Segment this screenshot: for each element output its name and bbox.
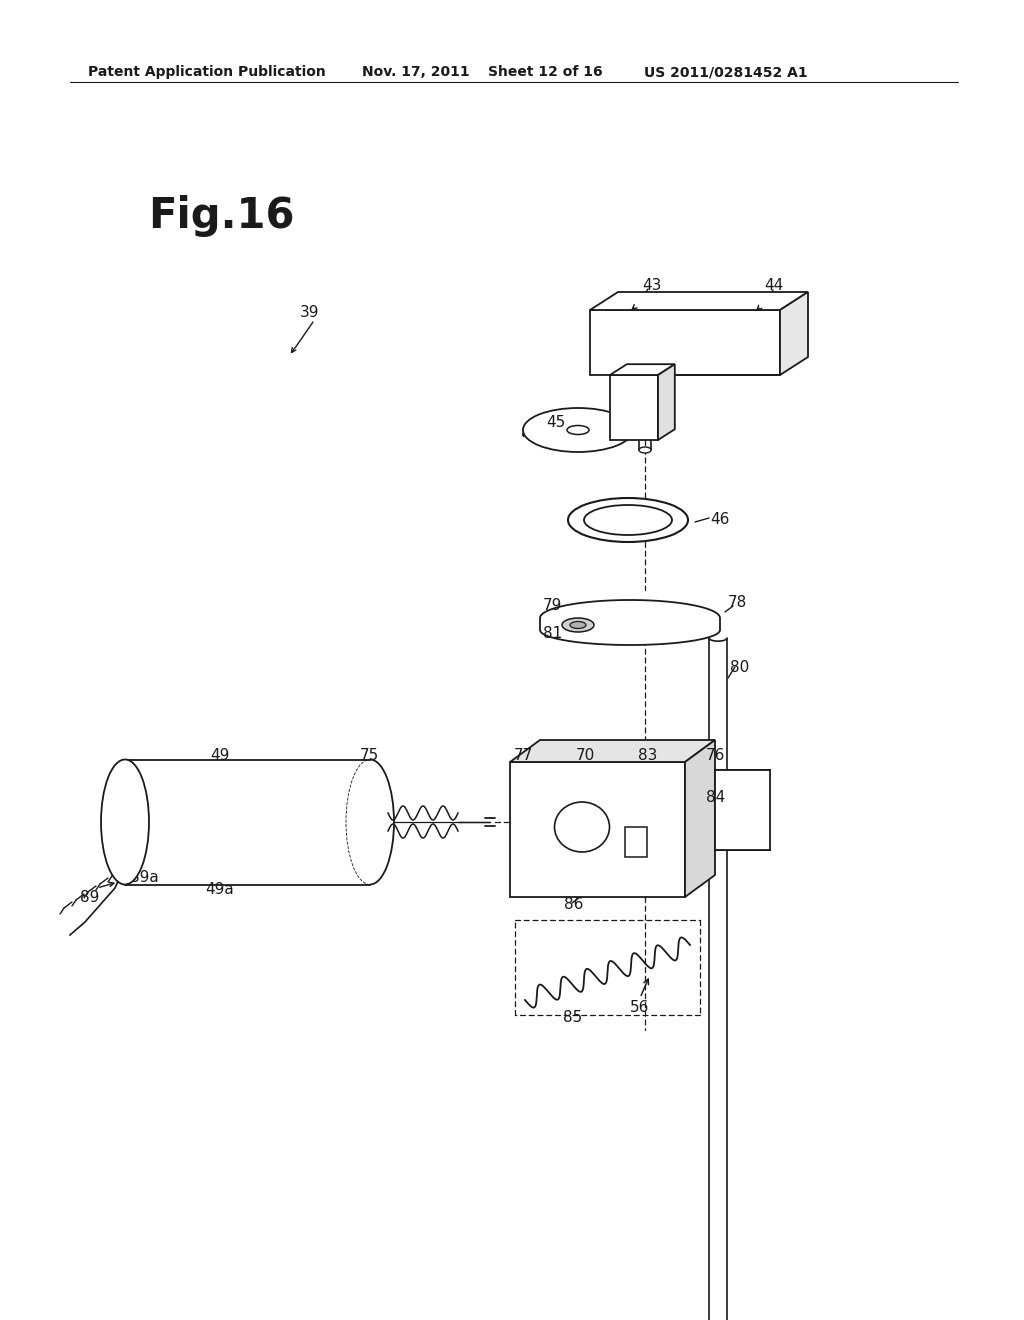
Text: 44: 44 <box>764 279 783 293</box>
Polygon shape <box>715 770 770 850</box>
Ellipse shape <box>562 618 594 632</box>
Text: 79: 79 <box>543 598 562 612</box>
Text: 56: 56 <box>630 1001 649 1015</box>
Text: 76: 76 <box>706 748 725 763</box>
Text: Nov. 17, 2011: Nov. 17, 2011 <box>362 65 470 79</box>
Text: 43: 43 <box>642 279 662 293</box>
Text: 89: 89 <box>80 890 99 906</box>
Ellipse shape <box>639 447 651 453</box>
Polygon shape <box>590 310 780 375</box>
Text: 82: 82 <box>653 414 672 430</box>
Text: 49: 49 <box>210 748 229 763</box>
Polygon shape <box>685 741 715 898</box>
Polygon shape <box>658 364 675 440</box>
Text: US 2011/0281452 A1: US 2011/0281452 A1 <box>644 65 808 79</box>
Ellipse shape <box>568 498 688 543</box>
Text: 89a: 89a <box>130 870 159 884</box>
Ellipse shape <box>523 408 633 451</box>
Text: 77: 77 <box>514 748 534 763</box>
Polygon shape <box>610 364 675 375</box>
Polygon shape <box>610 375 658 440</box>
Text: 75: 75 <box>360 748 379 763</box>
Ellipse shape <box>101 759 150 884</box>
Text: Fig.16: Fig.16 <box>148 195 295 238</box>
Text: Sheet 12 of 16: Sheet 12 of 16 <box>488 65 603 79</box>
Ellipse shape <box>555 803 609 851</box>
Text: 70: 70 <box>575 748 595 763</box>
Polygon shape <box>590 292 808 310</box>
Text: 49a: 49a <box>205 882 233 898</box>
Text: 80: 80 <box>730 660 750 675</box>
Polygon shape <box>625 828 647 857</box>
Ellipse shape <box>584 506 672 535</box>
Text: Patent Application Publication: Patent Application Publication <box>88 65 326 79</box>
Polygon shape <box>510 762 685 898</box>
Text: 46: 46 <box>710 512 729 527</box>
Text: 45: 45 <box>546 414 565 430</box>
Ellipse shape <box>570 622 586 628</box>
Polygon shape <box>540 601 720 645</box>
Text: 86: 86 <box>564 898 584 912</box>
Text: 81: 81 <box>543 626 562 642</box>
Text: 78: 78 <box>728 595 748 610</box>
Polygon shape <box>780 292 808 375</box>
Text: 84: 84 <box>706 789 725 805</box>
Text: 39: 39 <box>300 305 319 319</box>
Polygon shape <box>510 741 715 762</box>
Text: 83: 83 <box>638 748 657 763</box>
Ellipse shape <box>567 425 589 434</box>
Text: 85: 85 <box>563 1010 583 1026</box>
